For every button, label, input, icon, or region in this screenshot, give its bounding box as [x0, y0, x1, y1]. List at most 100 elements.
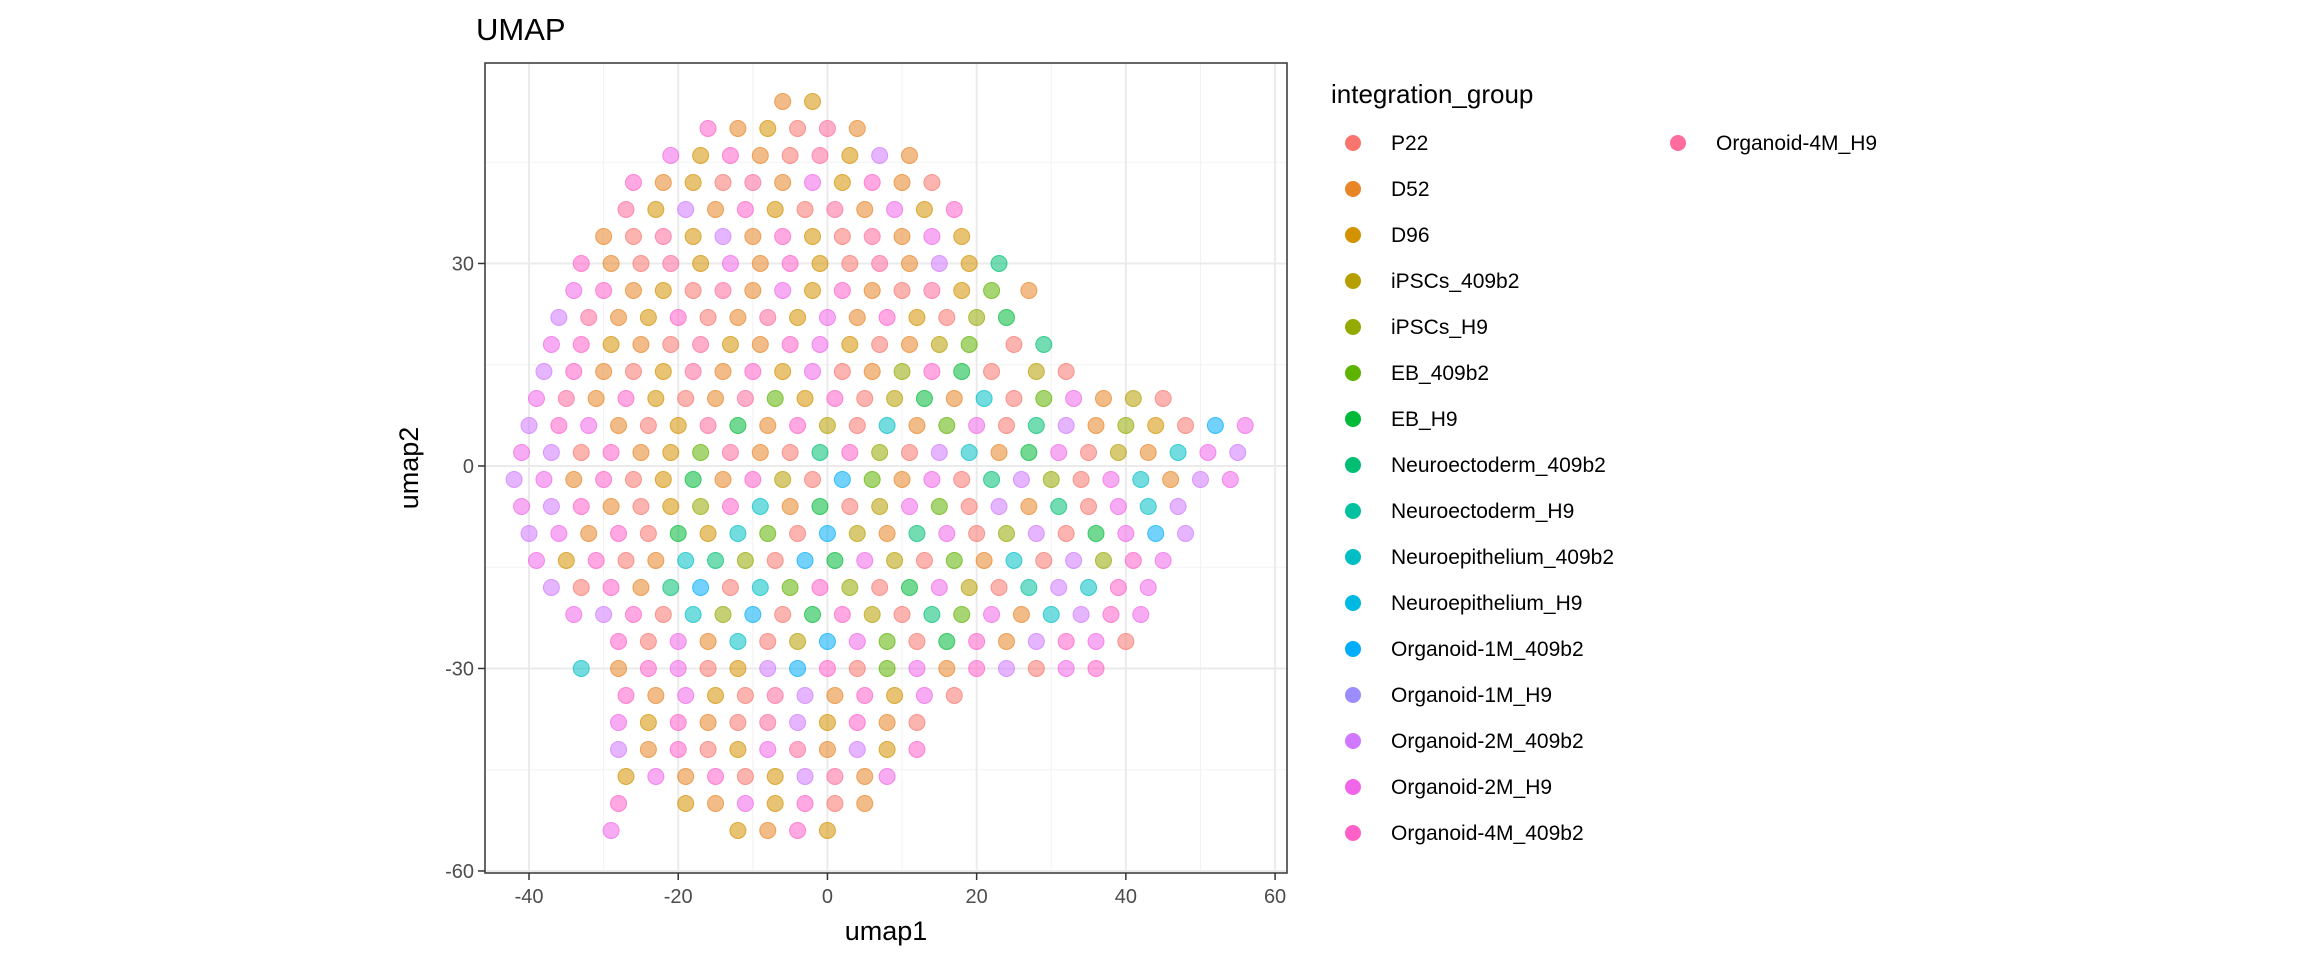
data-point — [602, 443, 620, 461]
data-point — [811, 335, 829, 353]
data-point — [729, 524, 747, 542]
data-point — [804, 173, 822, 191]
data-point — [766, 794, 784, 812]
data-point — [632, 443, 650, 461]
data-point — [550, 416, 568, 434]
data-point — [1050, 497, 1068, 515]
data-point — [1057, 524, 1075, 542]
data-point — [617, 200, 635, 218]
data-point — [587, 551, 605, 569]
legend-label: D52 — [1391, 178, 1430, 201]
data-point — [975, 389, 993, 407]
legend-key-dot — [1345, 687, 1361, 703]
data-point — [871, 497, 889, 515]
legend-key-dot — [1345, 273, 1361, 289]
data-point — [833, 227, 851, 245]
data-point — [759, 524, 777, 542]
data-point — [632, 578, 650, 596]
data-point — [811, 497, 829, 515]
legend-item: iPSCs_409b2 — [1345, 270, 1519, 293]
data-point — [751, 254, 769, 272]
data-point — [1035, 335, 1053, 353]
data-point — [1027, 362, 1045, 380]
legend-item: P22 — [1345, 132, 1428, 155]
data-point — [856, 389, 874, 407]
data-point — [744, 281, 762, 299]
data-point — [789, 659, 807, 677]
data-point — [789, 740, 807, 758]
data-point — [804, 362, 822, 380]
data-point — [856, 686, 874, 704]
data-point — [729, 308, 747, 326]
data-point — [938, 659, 956, 677]
data-point — [766, 551, 784, 569]
data-point — [707, 200, 725, 218]
data-point — [804, 281, 822, 299]
data-point — [1057, 416, 1075, 434]
legend-key-dot — [1345, 411, 1361, 427]
data-point — [930, 497, 948, 515]
data-point — [744, 227, 762, 245]
data-point — [1221, 470, 1239, 488]
data-point — [893, 281, 911, 299]
data-point — [587, 389, 605, 407]
data-point — [878, 308, 896, 326]
data-point — [684, 470, 702, 488]
data-point — [938, 416, 956, 434]
data-point — [789, 821, 807, 839]
data-point — [818, 119, 836, 137]
data-point — [1050, 443, 1068, 461]
data-point — [774, 605, 792, 623]
data-point — [968, 632, 986, 650]
data-point — [1117, 632, 1135, 650]
data-point — [796, 794, 814, 812]
data-point — [818, 740, 836, 758]
data-point — [796, 389, 814, 407]
data-point — [848, 632, 866, 650]
data-point — [624, 173, 642, 191]
data-point — [796, 686, 814, 704]
data-point — [714, 173, 732, 191]
data-point — [602, 497, 620, 515]
data-point — [871, 254, 889, 272]
data-point — [684, 281, 702, 299]
data-point — [923, 173, 941, 191]
data-point — [699, 119, 717, 137]
data-point — [624, 227, 642, 245]
data-point — [632, 254, 650, 272]
data-point — [565, 362, 583, 380]
data-point — [699, 632, 717, 650]
data-point — [833, 173, 851, 191]
data-point — [930, 254, 948, 272]
legend-label: Neuroectoderm_H9 — [1391, 500, 1574, 523]
data-point — [923, 281, 941, 299]
data-point — [893, 362, 911, 380]
data-point — [930, 443, 948, 461]
data-point — [945, 551, 963, 569]
data-point — [841, 146, 859, 164]
data-point — [1117, 524, 1135, 542]
data-point — [1035, 551, 1053, 569]
data-point — [654, 281, 672, 299]
data-point — [871, 146, 889, 164]
legend-label: D96 — [1391, 224, 1430, 247]
data-point — [818, 416, 836, 434]
data-point — [744, 605, 762, 623]
data-point — [736, 551, 754, 569]
data-point — [781, 335, 799, 353]
data-point — [654, 470, 672, 488]
data-point — [841, 578, 859, 596]
data-point — [610, 308, 628, 326]
data-point — [960, 578, 978, 596]
data-point — [938, 308, 956, 326]
data-point — [848, 740, 866, 758]
data-point — [1154, 551, 1172, 569]
data-point — [953, 470, 971, 488]
data-point — [662, 254, 680, 272]
y-tick-label: -30 — [445, 658, 474, 680]
data-point — [692, 335, 710, 353]
data-point — [818, 821, 836, 839]
data-point — [975, 551, 993, 569]
data-point — [639, 524, 657, 542]
data-point — [721, 254, 739, 272]
